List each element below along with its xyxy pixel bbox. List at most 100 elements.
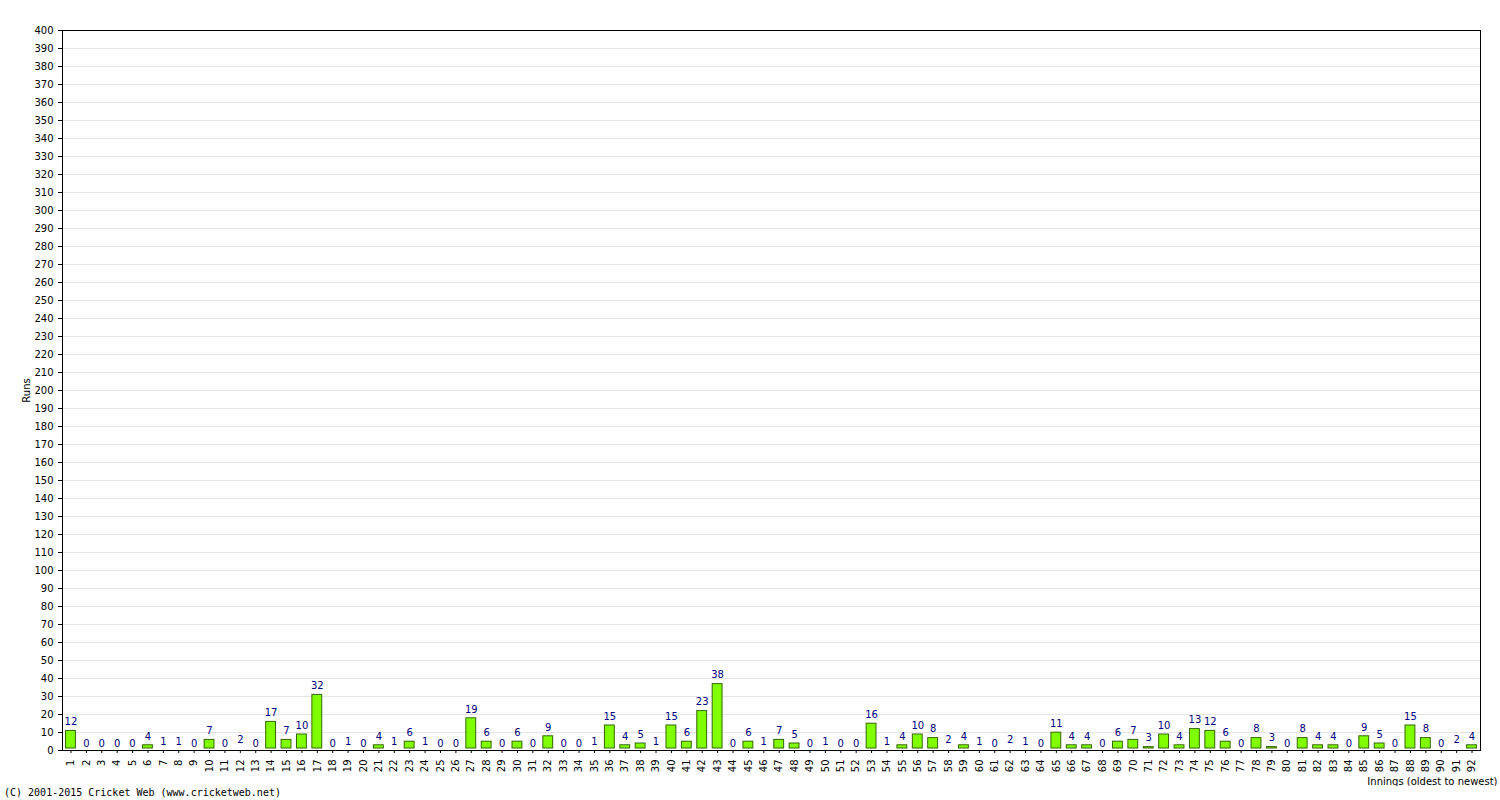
svg-text:360: 360 (34, 97, 53, 108)
svg-text:39: 39 (650, 760, 661, 773)
svg-text:150: 150 (34, 475, 53, 486)
svg-text:22: 22 (388, 760, 399, 773)
svg-text:0: 0 (807, 738, 813, 749)
svg-text:56: 56 (912, 760, 923, 773)
svg-text:10: 10 (41, 727, 54, 738)
svg-text:1: 1 (1022, 736, 1028, 747)
svg-text:57: 57 (927, 760, 938, 773)
svg-text:10: 10 (1158, 720, 1171, 731)
svg-text:0: 0 (191, 738, 197, 749)
svg-text:1: 1 (591, 736, 597, 747)
svg-text:68: 68 (1097, 760, 1108, 773)
svg-text:0: 0 (1438, 738, 1444, 749)
svg-text:53: 53 (866, 760, 877, 773)
svg-text:250: 250 (34, 295, 53, 306)
svg-text:15: 15 (665, 711, 678, 722)
svg-text:6: 6 (514, 727, 520, 738)
svg-text:31: 31 (527, 760, 538, 773)
svg-text:4: 4 (622, 731, 628, 742)
svg-text:3: 3 (96, 760, 107, 766)
svg-text:0: 0 (330, 738, 336, 749)
svg-text:7: 7 (283, 725, 289, 736)
svg-text:130: 130 (34, 511, 53, 522)
svg-text:280: 280 (34, 241, 53, 252)
svg-text:370: 370 (34, 79, 53, 90)
svg-text:40: 40 (666, 760, 677, 773)
svg-text:0: 0 (530, 738, 536, 749)
svg-text:400: 400 (34, 25, 53, 36)
svg-text:87: 87 (1389, 760, 1400, 773)
svg-text:310: 310 (34, 187, 53, 198)
svg-text:320: 320 (34, 169, 53, 180)
svg-text:0: 0 (853, 738, 859, 749)
svg-text:64: 64 (1035, 760, 1046, 773)
svg-text:5: 5 (637, 729, 643, 740)
svg-text:0: 0 (437, 738, 443, 749)
svg-text:28: 28 (481, 760, 492, 773)
svg-text:300: 300 (34, 205, 53, 216)
svg-text:48: 48 (789, 760, 800, 773)
svg-text:9: 9 (545, 722, 551, 733)
svg-text:8: 8 (173, 760, 184, 766)
svg-text:210: 210 (34, 367, 53, 378)
svg-text:10: 10 (204, 760, 215, 773)
svg-text:0: 0 (1099, 738, 1105, 749)
svg-text:85: 85 (1358, 760, 1369, 773)
svg-text:0: 0 (838, 738, 844, 749)
svg-text:6: 6 (142, 760, 153, 766)
svg-text:40: 40 (41, 673, 54, 684)
svg-text:4: 4 (145, 731, 151, 742)
svg-text:38: 38 (711, 669, 724, 680)
svg-text:75: 75 (1204, 760, 1215, 773)
svg-text:7: 7 (776, 725, 782, 736)
svg-text:80: 80 (1281, 760, 1292, 773)
svg-text:4: 4 (111, 760, 122, 766)
svg-text:0: 0 (730, 738, 736, 749)
svg-text:220: 220 (34, 349, 53, 360)
svg-text:46: 46 (758, 760, 769, 773)
svg-text:2: 2 (81, 760, 92, 766)
svg-text:43: 43 (712, 760, 723, 773)
svg-text:9: 9 (188, 760, 199, 766)
svg-text:0: 0 (1392, 738, 1398, 749)
svg-text:0: 0 (1346, 738, 1352, 749)
svg-text:6: 6 (483, 727, 489, 738)
svg-text:88: 88 (1405, 760, 1416, 773)
svg-text:90: 90 (1435, 760, 1446, 773)
svg-text:26: 26 (450, 760, 461, 773)
svg-text:45: 45 (743, 760, 754, 773)
svg-text:61: 61 (989, 760, 1000, 773)
svg-text:18: 18 (327, 760, 338, 773)
svg-text:35: 35 (589, 760, 600, 773)
svg-text:71: 71 (1143, 760, 1154, 773)
svg-text:86: 86 (1374, 760, 1385, 773)
svg-text:0: 0 (47, 745, 53, 756)
svg-text:240: 240 (34, 313, 53, 324)
svg-text:33: 33 (558, 760, 569, 773)
svg-text:69: 69 (1112, 760, 1123, 773)
svg-text:5: 5 (791, 729, 797, 740)
svg-text:5: 5 (127, 760, 138, 766)
svg-text:0: 0 (222, 738, 228, 749)
svg-text:1: 1 (391, 736, 397, 747)
svg-text:0: 0 (499, 738, 505, 749)
svg-text:4: 4 (961, 731, 967, 742)
svg-text:60: 60 (41, 637, 54, 648)
svg-text:160: 160 (34, 457, 53, 468)
svg-text:8: 8 (1423, 723, 1429, 734)
svg-text:4: 4 (1469, 731, 1475, 742)
svg-text:11: 11 (219, 760, 230, 773)
svg-text:4: 4 (1315, 731, 1321, 742)
svg-text:120: 120 (34, 529, 53, 540)
svg-text:0: 0 (992, 738, 998, 749)
svg-text:30: 30 (41, 691, 54, 702)
svg-text:30: 30 (512, 760, 523, 773)
svg-text:12: 12 (235, 760, 246, 773)
svg-text:51: 51 (835, 760, 846, 773)
svg-text:52: 52 (850, 760, 861, 773)
svg-text:0: 0 (129, 738, 135, 749)
svg-text:27: 27 (465, 760, 476, 773)
svg-text:380: 380 (34, 61, 53, 72)
svg-text:1: 1 (976, 736, 982, 747)
svg-text:3: 3 (1269, 732, 1275, 743)
